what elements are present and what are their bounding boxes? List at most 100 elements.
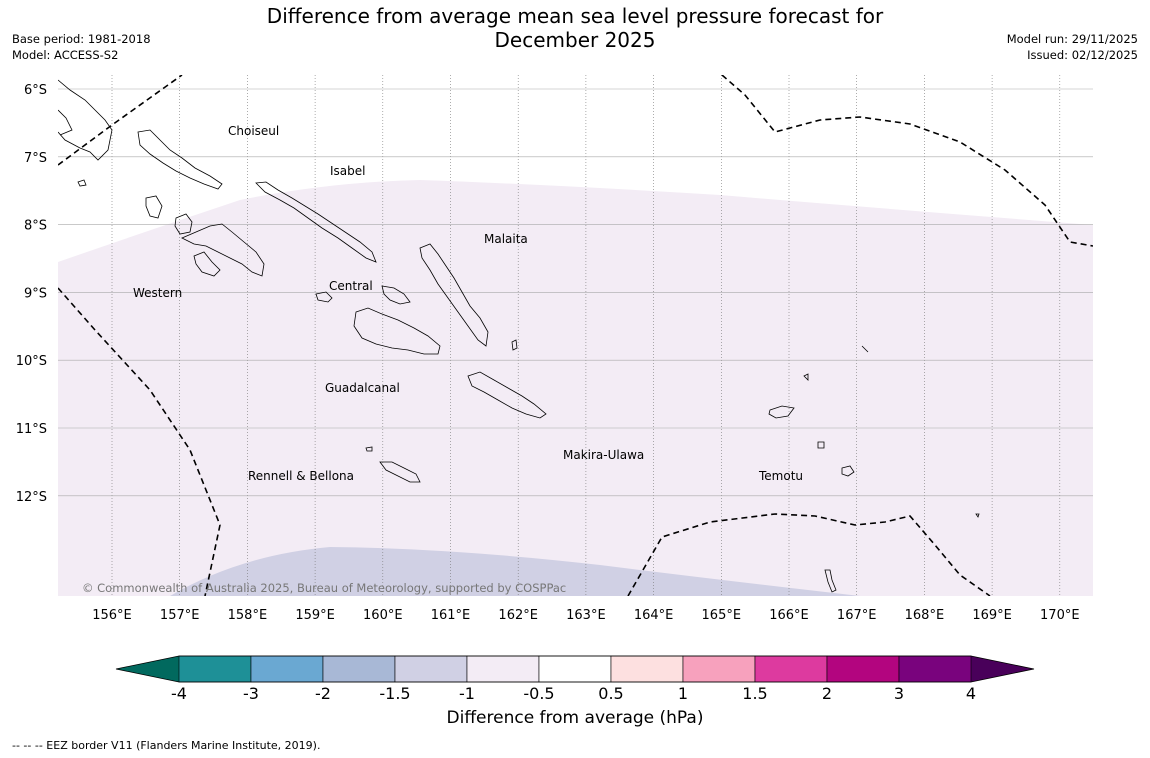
label-makira-ulawa: Makira-Ulawa — [563, 448, 644, 462]
colorbar-under-arrow — [116, 656, 179, 682]
russell-islands — [315, 291, 333, 303]
colorbar-tick-label: 0.5 — [598, 684, 623, 703]
ulawa-island — [511, 339, 518, 351]
anomaly-band-neg-0-5-to-neg-1 — [58, 180, 1093, 596]
colorbar: -4 -3 -2 -1.5 -1 -0.5 0.5 1 1.5 2 3 4 — [115, 655, 1035, 703]
colorbar-tick-label: 1 — [678, 684, 688, 703]
longitude-label: 160°E — [363, 608, 403, 623]
rennell-island — [379, 461, 421, 483]
reef-islands — [861, 345, 869, 353]
colorbar-segment — [322, 655, 396, 683]
label-choiseul: Choiseul — [228, 124, 279, 138]
colorbar-segment — [610, 655, 684, 683]
label-malaita: Malaita — [484, 232, 528, 246]
colorbar-tick-label: -1.5 — [379, 684, 410, 703]
label-central: Central — [329, 279, 373, 293]
longitude-label: 167°E — [837, 608, 877, 623]
anuta-island — [975, 513, 980, 518]
colorbar-segment — [250, 655, 324, 683]
new-georgia-island — [181, 223, 265, 277]
colorbar-tick-label: 3 — [894, 684, 904, 703]
label-western: Western — [133, 286, 182, 300]
eez-legend-footer: -- -- -- EEZ border V11 (Flanders Marine… — [12, 739, 321, 752]
colorbar-outline — [115, 655, 1035, 683]
meta-right: Model run: 29/11/2025 Issued: 02/12/2025 — [1007, 31, 1138, 63]
latitude-label: 8°S — [24, 219, 47, 234]
latitude-label: 11°S — [16, 422, 47, 437]
latitude-label: 10°S — [16, 354, 47, 369]
florida-islands — [381, 285, 411, 305]
colorbar-label: Difference from average (hPa) — [446, 708, 704, 728]
eez-border-northwest — [58, 75, 183, 166]
malaita-island — [419, 243, 489, 347]
colorbar-segment — [754, 655, 828, 683]
santa-isabel-island — [255, 181, 377, 263]
colorbar-tick-label: -2 — [315, 684, 331, 703]
model-name: Model: ACCESS-S2 — [12, 48, 119, 62]
vanikoro-island — [841, 465, 855, 477]
latitude-label: 12°S — [16, 490, 47, 505]
longitude-label: 165°E — [702, 608, 742, 623]
issued-date: Issued: 02/12/2025 — [1027, 48, 1138, 62]
label-guadalcanal: Guadalcanal — [325, 381, 400, 395]
label-isabel: Isabel — [330, 164, 365, 178]
anomaly-band-neg-1-to-neg-1-5 — [170, 547, 860, 596]
colorbar-segment — [178, 655, 252, 683]
small-islet-north — [77, 179, 87, 187]
colorbar-tick-label: -1 — [459, 684, 475, 703]
colorbar-tick-label: -3 — [243, 684, 259, 703]
utupua-island — [817, 441, 825, 449]
longitude-label: 164°E — [634, 608, 674, 623]
longitude-label: 158°E — [228, 608, 268, 623]
colorbar-segment — [826, 655, 900, 683]
latitude-label: 9°S — [24, 286, 47, 301]
colorbar-over-arrow — [971, 656, 1034, 682]
colorbar-ticks: -4 -3 -2 -1.5 -1 -0.5 0.5 1 1.5 2 3 4 — [171, 684, 976, 703]
colorbar-tick-label: -0.5 — [523, 684, 554, 703]
vangunu-island — [193, 251, 221, 277]
label-temotu: Temotu — [758, 469, 803, 483]
nendo-island — [768, 405, 795, 419]
label-rennell-bellona: Rennell & Bellona — [248, 469, 354, 483]
longitude-label: 163°E — [566, 608, 606, 623]
model-run: Model run: 29/11/2025 — [1006, 32, 1138, 46]
bougainville-tip — [58, 109, 73, 136]
latitude-label: 6°S — [24, 83, 47, 98]
longitude-label: 159°E — [295, 608, 335, 623]
longitude-label: 156°E — [92, 608, 132, 623]
longitude-label: 157°E — [160, 608, 200, 623]
eez-borders — [58, 75, 1093, 596]
choiseul-island — [137, 129, 223, 190]
guadalcanal-island — [353, 307, 441, 355]
colorbar-tick-label: 1.5 — [742, 684, 767, 703]
colorbar-segment — [394, 655, 468, 683]
copyright-notice: © Commonwealth of Australia 2025, Bureau… — [82, 581, 566, 595]
meta-left: Base period: 1981-2018 Model: ACCESS-S2 — [12, 31, 151, 63]
coastlines — [58, 79, 980, 593]
latitude-labels: 6°S 7°S 8°S 9°S 10°S 11°S 12°S — [16, 83, 47, 505]
colorbar-segment — [466, 655, 540, 683]
latitude-label: 7°S — [24, 151, 47, 166]
vella-lavella-island — [145, 195, 163, 219]
colorbar-segment — [682, 655, 756, 683]
bellona-island — [365, 446, 373, 452]
eez-border-southwest — [58, 287, 221, 596]
base-period: Base period: 1981-2018 — [12, 32, 151, 46]
longitude-labels: 156°E 157°E 158°E 159°E 160°E 161°E 162°E 163°E… — [92, 608, 1079, 623]
title-line-1: Difference from average mean sea level p… — [266, 4, 884, 28]
longitude-label: 168°E — [905, 608, 945, 623]
eez-border-southeast — [627, 513, 991, 596]
longitude-label: 166°E — [769, 608, 809, 623]
colorbar-segment — [538, 655, 612, 683]
chart-title: Difference from average mean sea level p… — [0, 4, 1150, 52]
tikopia-island — [824, 569, 837, 593]
makira-island — [467, 371, 547, 419]
title-line-2: December 2025 — [494, 28, 656, 52]
longitude-label: 169°E — [972, 608, 1012, 623]
map-area: Choiseul Isabel Malaita Western Central … — [58, 75, 1093, 596]
colorbar-segments — [178, 655, 972, 683]
province-labels: Choiseul Isabel Malaita Western Central … — [133, 124, 803, 483]
colorbar-tick-label: 4 — [966, 684, 976, 703]
colorbar-segment — [898, 655, 972, 683]
